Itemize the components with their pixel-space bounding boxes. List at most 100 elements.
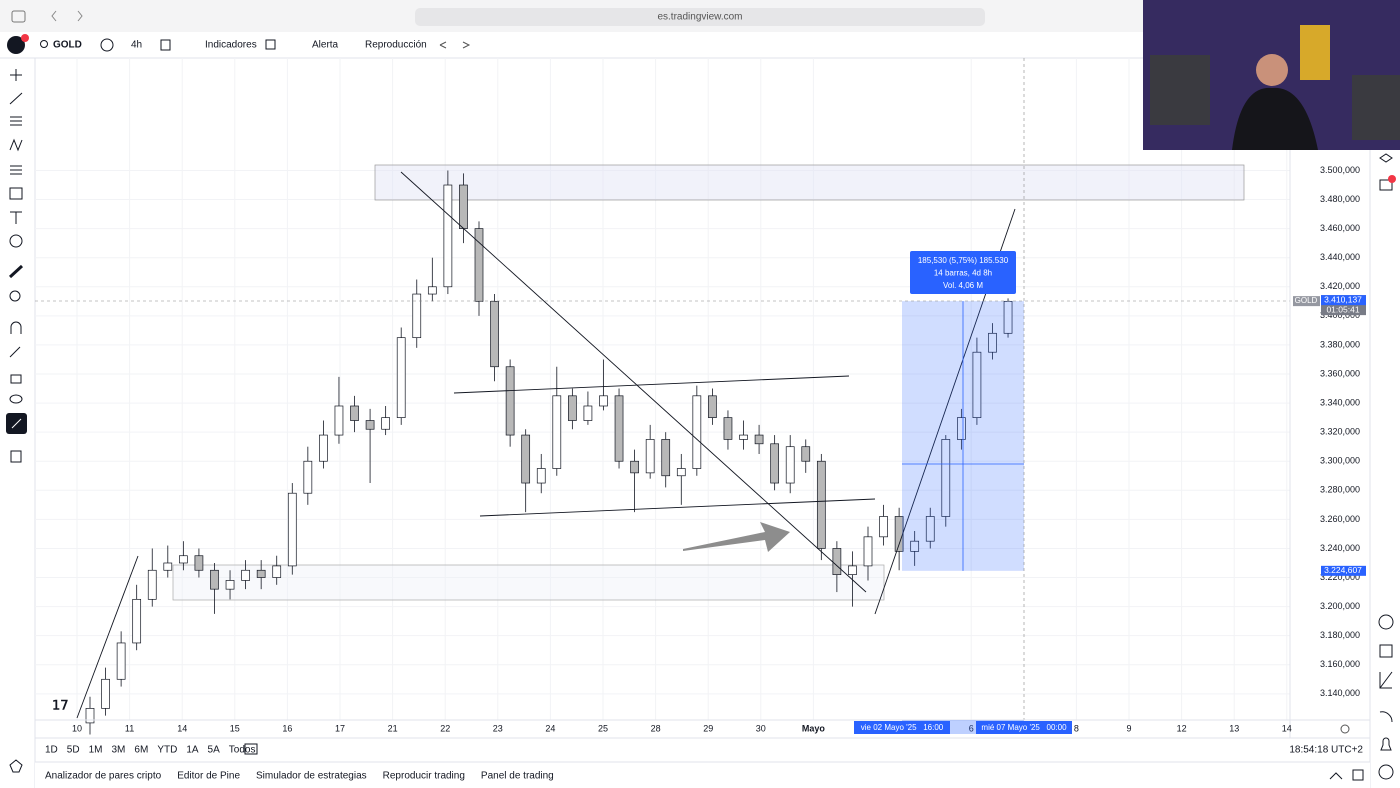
help[interactable]	[1378, 764, 1394, 780]
url-field[interactable]	[415, 8, 985, 26]
range-button[interactable]: 5D	[67, 745, 80, 756]
candle-body	[256, 569, 266, 578]
measure-tool[interactable]	[8, 264, 24, 279]
webcam-person-head	[1256, 54, 1288, 86]
maximize[interactable]	[1352, 769, 1364, 781]
search-icon	[40, 40, 48, 48]
bell[interactable]	[1380, 737, 1392, 751]
candle-body	[972, 351, 982, 418]
replay[interactable]: Reproducción	[365, 40, 427, 51]
watchlist-star[interactable]	[9, 759, 23, 773]
crosshair-tool[interactable]	[10, 69, 22, 81]
chart-tool[interactable]	[1379, 671, 1393, 689]
shape-tool[interactable]	[9, 187, 23, 200]
footer-tab[interactable]: Reproducir trading	[383, 771, 465, 782]
emoji-tool[interactable]	[9, 234, 23, 248]
y-tick-label: 3.180,000	[1320, 630, 1360, 640]
candle-body	[614, 395, 624, 462]
settings[interactable]	[1340, 724, 1350, 734]
range-button[interactable]: 6M	[134, 745, 148, 756]
footer-tab[interactable]: Simulador de estrategias	[256, 771, 367, 782]
crosshair-date: vie 02 Mayo '25 16:00	[861, 723, 944, 732]
alert[interactable]: Alerta	[312, 40, 339, 51]
range-button[interactable]: 1D	[45, 745, 58, 756]
candle-body	[459, 184, 468, 229]
text-tool[interactable]	[10, 211, 22, 224]
downtrend-line	[400, 171, 867, 593]
indicators[interactable]: Indicadores	[205, 40, 257, 51]
candle-body	[116, 642, 126, 680]
zoom-tool[interactable]	[9, 290, 21, 302]
footer-tab[interactable]: Editor de Pine	[177, 771, 240, 782]
webcam-figure	[1300, 25, 1330, 80]
add-symbol[interactable]	[100, 38, 114, 52]
candle-body	[303, 460, 313, 494]
candles	[85, 170, 1013, 735]
lock-tool[interactable]	[10, 374, 22, 384]
candle-body	[770, 443, 779, 484]
target[interactable]	[1378, 614, 1394, 630]
sidebar-toggle[interactable]	[11, 10, 26, 23]
interval[interactable]: 4h	[131, 40, 142, 51]
fib-tool[interactable]	[10, 116, 22, 126]
range-low-box	[1321, 565, 1366, 576]
chart-style[interactable]	[160, 39, 171, 51]
y-tick-label: 3.340,000	[1320, 397, 1360, 407]
delete-tool[interactable]	[10, 450, 22, 463]
range-button[interactable]: 3M	[112, 745, 126, 756]
candle-body	[396, 337, 406, 418]
layers[interactable]	[1379, 153, 1393, 163]
undo-redo[interactable]	[439, 41, 471, 49]
footer-tab[interactable]: Analizador de pares cripto	[45, 771, 162, 782]
resistance-zone	[374, 164, 1245, 201]
candle-body	[132, 598, 142, 644]
stay-drawing[interactable]	[9, 346, 21, 358]
range-button[interactable]: 5A	[208, 745, 221, 756]
chat[interactable]	[1379, 179, 1393, 191]
measure-label: 185,530 (5,75%) 185.530	[918, 256, 1009, 265]
candle-body	[816, 460, 826, 549]
goto-date[interactable]	[244, 743, 258, 755]
candle-body	[661, 439, 671, 477]
candle-body	[287, 492, 297, 567]
x-tick-label: 11	[125, 723, 134, 733]
layouts[interactable]	[265, 39, 276, 50]
y-tick-label: 3.260,000	[1320, 514, 1360, 524]
trend-tool[interactable]	[9, 92, 23, 105]
y-tick-label: 3.480,000	[1320, 194, 1360, 204]
symbol[interactable]: GOLD	[53, 40, 82, 51]
range-button[interactable]: 1A	[186, 745, 199, 756]
candle-body	[381, 417, 390, 430]
candle-body	[241, 569, 250, 581]
range-button[interactable]: Todos	[229, 745, 256, 756]
trendlines	[76, 171, 1016, 719]
forecast-tool[interactable]	[10, 165, 22, 175]
candle-body	[365, 420, 375, 430]
pattern-tool[interactable]	[9, 138, 23, 152]
range-button[interactable]: 1M	[89, 745, 103, 756]
footer	[35, 762, 1370, 788]
collapse[interactable]	[1329, 772, 1343, 780]
candle-body	[676, 468, 686, 477]
candle-body	[350, 405, 359, 421]
footer-tab[interactable]: Panel de trading	[481, 771, 554, 782]
y-tick-label: 3.500,000	[1320, 165, 1360, 175]
avatar[interactable]	[7, 36, 25, 54]
nav-arrows[interactable]	[51, 10, 83, 22]
hide-tool[interactable]	[9, 394, 23, 404]
y-tick-label: 3.140,000	[1320, 688, 1360, 698]
x-tick-label: 30	[756, 723, 766, 733]
candle-body	[443, 184, 453, 288]
y-tick-label: 3.460,000	[1320, 223, 1360, 233]
magnet-tool[interactable]	[10, 321, 22, 334]
range-button[interactable]: YTD	[157, 745, 177, 756]
candle-body	[334, 405, 344, 436]
chat-badge	[1388, 175, 1396, 183]
y-tick-label: 3.200,000	[1320, 601, 1360, 611]
candle-body	[568, 395, 577, 421]
candle-body	[85, 708, 95, 724]
candle-body	[801, 446, 811, 462]
calendar[interactable]	[1379, 644, 1393, 658]
url: es.tradingview.com	[657, 12, 742, 23]
stream[interactable]	[1379, 711, 1393, 723]
